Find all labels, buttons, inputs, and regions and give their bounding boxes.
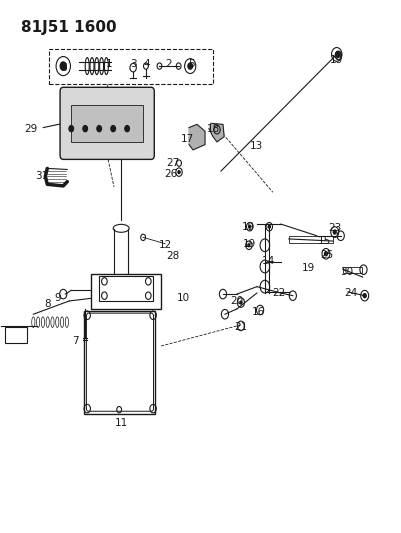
Text: 17: 17 <box>180 134 193 144</box>
Text: 19: 19 <box>242 222 255 232</box>
Bar <box>288 236 332 243</box>
Circle shape <box>187 63 192 69</box>
Text: 20: 20 <box>230 296 243 306</box>
Text: 6: 6 <box>60 63 67 72</box>
Text: 24: 24 <box>343 288 356 298</box>
Circle shape <box>124 125 129 132</box>
Text: 28: 28 <box>166 251 179 261</box>
Text: 5: 5 <box>187 59 194 69</box>
Circle shape <box>332 230 336 234</box>
Bar <box>71 105 143 142</box>
Circle shape <box>177 171 180 174</box>
Text: 81J51 1600: 81J51 1600 <box>21 20 117 35</box>
Text: 1: 1 <box>105 59 112 69</box>
Circle shape <box>335 51 340 58</box>
Text: 10: 10 <box>176 293 189 303</box>
Text: 8: 8 <box>44 298 51 309</box>
Text: 13: 13 <box>250 141 263 151</box>
Text: 29: 29 <box>24 124 38 134</box>
Text: 23: 23 <box>327 223 340 233</box>
Text: 9: 9 <box>54 293 61 303</box>
Circle shape <box>336 54 339 57</box>
Text: 16: 16 <box>252 306 265 317</box>
Text: 12: 12 <box>158 240 171 251</box>
Circle shape <box>60 62 66 70</box>
Text: 25: 25 <box>319 250 332 260</box>
Circle shape <box>111 125 115 132</box>
Bar <box>49 49 213 84</box>
Text: 2: 2 <box>165 59 172 69</box>
Text: 15: 15 <box>317 236 330 246</box>
Text: 22: 22 <box>271 288 285 298</box>
Text: 19: 19 <box>329 55 342 64</box>
Circle shape <box>69 125 73 132</box>
Bar <box>91 274 161 309</box>
Text: 18: 18 <box>206 124 219 134</box>
Bar <box>84 311 155 414</box>
Circle shape <box>267 225 270 228</box>
Circle shape <box>362 294 365 298</box>
Bar <box>99 276 153 301</box>
Text: 7: 7 <box>72 336 78 346</box>
Polygon shape <box>209 123 224 142</box>
Circle shape <box>83 125 87 132</box>
Text: 19: 19 <box>243 239 256 249</box>
Text: 31: 31 <box>34 172 48 181</box>
Text: 30: 30 <box>339 267 352 277</box>
Circle shape <box>324 252 327 256</box>
Circle shape <box>248 225 250 228</box>
Text: 4: 4 <box>144 59 150 69</box>
Bar <box>342 266 361 273</box>
Text: 19: 19 <box>302 263 315 272</box>
Text: 11: 11 <box>114 418 128 428</box>
Text: 14: 14 <box>261 256 274 266</box>
Polygon shape <box>188 124 205 150</box>
Circle shape <box>247 244 249 247</box>
Circle shape <box>97 125 101 132</box>
Bar <box>5 327 27 343</box>
Text: 26: 26 <box>164 169 177 179</box>
Text: 27: 27 <box>166 158 179 168</box>
FancyBboxPatch shape <box>60 87 154 159</box>
Circle shape <box>239 301 241 304</box>
Text: 3: 3 <box>130 59 136 69</box>
Text: 21: 21 <box>234 322 247 333</box>
